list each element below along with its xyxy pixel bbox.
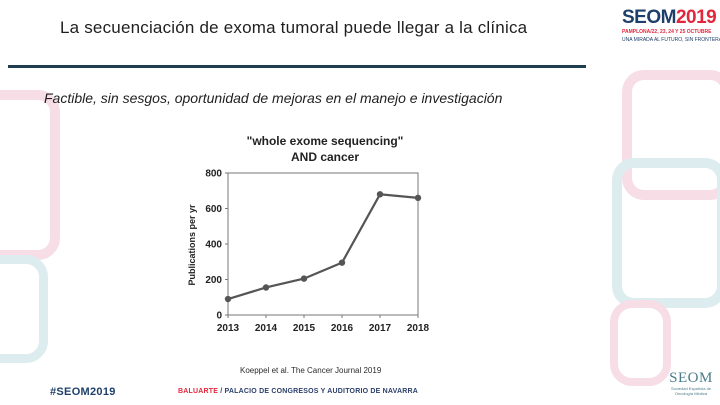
x-tick-label: 2013 — [217, 323, 240, 334]
data-point — [224, 295, 232, 303]
seom-footer-logo: SEOM Sociedad Española de Oncología Médi… — [664, 370, 718, 396]
chart-title: "whole exome sequencing" — [247, 134, 404, 148]
logo-wordmark: SEOM2019 — [622, 8, 718, 28]
logo-year-text: 2019 — [675, 7, 717, 28]
x-tick-label: 2014 — [255, 323, 278, 334]
footer-logo-name: SEOM — [669, 370, 713, 386]
footer-logo-sub: Sociedad Española de Oncología Médica — [670, 386, 712, 396]
decorative-frame-pink-right — [622, 70, 720, 200]
data-point — [262, 284, 270, 291]
decorative-frame-pink-left — [0, 90, 60, 260]
series-line — [227, 193, 419, 301]
y-tick-label: 0 — [216, 311, 222, 322]
chart-subtitle: AND cancer — [291, 150, 359, 164]
slide-title: La secuenciación de exoma tumoral puede … — [60, 18, 528, 37]
logo-tagline: UNA MIRADA AL FUTURO, SIN FRONTERAS EN C… — [622, 37, 720, 43]
publications-line-chart: "whole exome sequencing" AND cancer Publ… — [187, 134, 430, 334]
title-rule — [8, 65, 586, 68]
venue-line: BALUARTE / PALACIO DE CONGRESOS Y AUDITO… — [178, 388, 418, 395]
x-tick-label: 2018 — [407, 323, 430, 334]
data-point — [300, 275, 308, 282]
decorative-frame-pink-lower-right — [610, 300, 671, 386]
x-tick-label: 2016 — [331, 323, 354, 334]
y-tick-label: 600 — [205, 204, 222, 215]
slide-subtitle: Factible, sin sesgos, oportunidad de mej… — [44, 90, 503, 106]
data-point — [376, 191, 384, 198]
y-axis-label: Publications per yr — [187, 204, 197, 286]
data-point — [414, 194, 422, 202]
decorative-frame-teal-left — [0, 255, 48, 363]
citation: Koeppel et al. The Cancer Journal 2019 — [240, 366, 382, 375]
y-tick-label: 800 — [205, 169, 222, 180]
venue-name: / PALACIO DE CONGRESOS Y AUDITORIO DE NA… — [218, 388, 419, 395]
x-tick-label: 2017 — [369, 323, 392, 334]
y-tick-label: 400 — [205, 240, 222, 251]
y-tick-label: 200 — [205, 275, 222, 286]
seom2019-logo: SEOM2019 PAMPLONA/22, 23, 24 Y 25 OCTUBR… — [622, 8, 720, 44]
venue-brand: BALUARTE — [178, 388, 219, 395]
data-point — [338, 259, 346, 266]
logo-dates: PAMPLONA/22, 23, 24 Y 25 OCTUBRE — [622, 29, 712, 35]
x-tick-label: 2015 — [293, 323, 316, 334]
logo-seom-text: SEOM — [622, 7, 676, 28]
decorative-frame-teal-right — [612, 158, 720, 308]
hashtag: #SEOM2019 — [50, 386, 116, 398]
